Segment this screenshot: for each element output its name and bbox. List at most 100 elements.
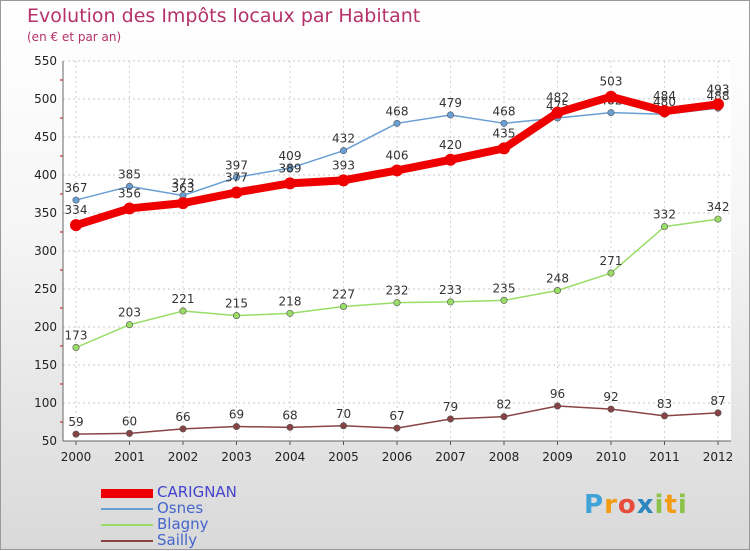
data-point-blagny: [500, 296, 508, 304]
data-label-sailly: 59: [68, 415, 83, 429]
data-label-osnes: 409: [279, 149, 302, 163]
x-tick-label: 2006: [382, 450, 413, 464]
data-point-carignan: [551, 106, 564, 119]
y-tick-label: 450: [34, 130, 57, 144]
x-tick-label: 2011: [649, 450, 680, 464]
data-label-sailly: 87: [710, 394, 725, 408]
data-point-sailly: [126, 429, 134, 437]
data-point-carignan: [391, 164, 403, 177]
data-label-osnes: 397: [225, 158, 248, 172]
data-point-osnes: [339, 147, 347, 155]
data-label-blagny: 271: [600, 254, 623, 268]
chart-title: Evolution des Impôts locaux par Habitant: [27, 5, 421, 27]
data-label-osnes: 488: [707, 89, 730, 103]
data-label-blagny: 233: [439, 283, 462, 297]
data-label-blagny: 215: [225, 297, 248, 311]
data-label-osnes: 479: [439, 96, 462, 110]
data-point-sailly: [607, 405, 615, 413]
logo-letter: t: [664, 490, 678, 520]
logo-letter: P: [584, 490, 605, 520]
data-point-osnes: [286, 164, 294, 172]
data-point-carignan: [444, 153, 457, 166]
data-label-blagny: 227: [332, 287, 355, 301]
data-point-sailly: [446, 415, 454, 423]
legend-label: CARIGNAN: [157, 483, 237, 501]
data-label-blagny: 173: [65, 329, 88, 343]
data-label-sailly: 70: [336, 407, 351, 421]
data-point-blagny: [179, 307, 187, 315]
data-point-blagny: [553, 287, 561, 295]
data-label-sailly: 60: [122, 414, 137, 428]
data-point-blagny: [393, 299, 401, 307]
data-label-blagny: 248: [546, 272, 569, 286]
data-label-carignan: 406: [386, 148, 409, 162]
x-tick-label: 2008: [489, 450, 520, 464]
logo-letter: r: [604, 490, 618, 520]
data-point-sailly: [553, 402, 561, 410]
data-label-osnes: 385: [118, 167, 141, 181]
data-point-sailly: [179, 425, 187, 433]
data-point-blagny: [286, 309, 294, 317]
logo-letter: i: [654, 490, 665, 520]
data-label-carignan: 363: [172, 181, 195, 195]
x-tick-label: 2002: [168, 450, 199, 464]
legend-swatch: [101, 488, 153, 498]
data-label-carignan: 493: [707, 82, 730, 96]
x-tick-label: 2009: [542, 450, 573, 464]
data-point-carignan: [70, 219, 82, 232]
y-tick-label: 100: [34, 396, 57, 410]
x-tick-label: 2007: [435, 450, 466, 464]
data-label-sailly: 92: [603, 390, 618, 404]
chart-subtitle: (en € et par an): [27, 30, 122, 44]
data-point-blagny: [714, 215, 722, 223]
data-label-carignan: 420: [439, 138, 462, 152]
y-tick-label: 500: [34, 92, 57, 106]
data-label-carignan: 356: [118, 186, 141, 200]
data-label-carignan: 484: [653, 89, 676, 103]
data-point-sailly: [286, 423, 294, 431]
data-label-sailly: 68: [282, 408, 297, 422]
data-label-blagny: 332: [653, 208, 676, 222]
data-point-osnes: [72, 196, 80, 204]
x-tick-label: 2012: [703, 450, 734, 464]
data-point-blagny: [446, 298, 454, 306]
x-tick-label: 2010: [596, 450, 627, 464]
data-label-osnes: 367: [65, 181, 88, 195]
x-tick-label: 2001: [114, 450, 145, 464]
data-point-carignan: [605, 90, 617, 103]
data-point-blagny: [126, 321, 134, 329]
legend-label: Sailly: [157, 531, 198, 549]
data-label-blagny: 203: [118, 306, 141, 320]
x-tick-label: 2003: [221, 450, 252, 464]
data-point-sailly: [233, 423, 241, 431]
data-point-blagny: [233, 312, 241, 320]
y-tick-label: 200: [34, 320, 57, 334]
data-point-osnes: [393, 119, 401, 127]
data-point-osnes: [233, 173, 241, 181]
y-tick-label: 350: [34, 206, 57, 220]
data-point-blagny: [72, 344, 80, 352]
data-label-carignan: 435: [493, 126, 516, 140]
legend-swatch: [101, 540, 153, 542]
data-point-sailly: [393, 424, 401, 432]
y-tick-label: 300: [34, 244, 57, 258]
data-point-blagny: [607, 269, 615, 277]
data-label-osnes: 468: [386, 104, 409, 118]
data-point-sailly: [339, 422, 347, 430]
logo-letter: i: [677, 490, 688, 520]
legend-label: Blagny: [157, 515, 209, 533]
data-label-osnes: 432: [332, 132, 355, 146]
data-point-osnes: [446, 111, 454, 119]
data-label-sailly: 69: [229, 408, 244, 422]
data-label-carignan: 393: [332, 158, 355, 172]
data-label-carignan: 482: [546, 91, 569, 105]
logo-letter: x: [636, 490, 655, 520]
data-point-blagny: [339, 302, 347, 310]
data-point-carignan: [123, 202, 136, 215]
data-point-osnes: [607, 109, 615, 117]
data-point-sailly: [72, 430, 80, 438]
data-label-blagny: 218: [279, 294, 302, 308]
data-point-carignan: [498, 142, 510, 155]
data-label-sailly: 96: [550, 387, 565, 401]
